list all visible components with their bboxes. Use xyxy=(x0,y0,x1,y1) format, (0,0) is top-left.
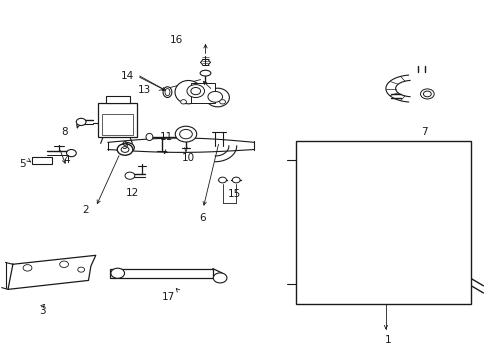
Ellipse shape xyxy=(163,87,171,98)
Circle shape xyxy=(121,147,129,152)
Bar xyxy=(105,96,130,103)
Text: 9: 9 xyxy=(122,141,128,151)
Circle shape xyxy=(232,177,240,183)
Text: 17: 17 xyxy=(162,292,175,302)
Text: 16: 16 xyxy=(169,35,183,45)
Circle shape xyxy=(66,149,76,157)
Text: 10: 10 xyxy=(182,153,195,163)
Text: 13: 13 xyxy=(138,85,151,95)
Circle shape xyxy=(219,100,225,104)
Bar xyxy=(32,157,52,164)
Circle shape xyxy=(180,100,186,104)
Text: 4: 4 xyxy=(63,155,70,165)
Text: 7: 7 xyxy=(421,127,427,136)
Ellipse shape xyxy=(146,134,153,140)
Circle shape xyxy=(186,85,204,98)
Text: 12: 12 xyxy=(125,188,139,198)
Ellipse shape xyxy=(175,81,202,104)
Circle shape xyxy=(179,130,192,139)
Circle shape xyxy=(124,145,131,150)
Text: 1: 1 xyxy=(384,334,391,345)
Bar xyxy=(102,114,133,135)
Circle shape xyxy=(23,265,32,271)
Circle shape xyxy=(117,144,133,155)
Circle shape xyxy=(218,177,226,183)
Circle shape xyxy=(78,267,84,272)
Bar xyxy=(190,83,215,103)
Ellipse shape xyxy=(164,89,169,96)
Circle shape xyxy=(213,273,226,283)
Polygon shape xyxy=(8,255,96,289)
Bar xyxy=(98,103,137,137)
Circle shape xyxy=(121,143,134,153)
Circle shape xyxy=(175,126,196,142)
Text: 5: 5 xyxy=(20,159,26,169)
Text: 2: 2 xyxy=(82,206,89,216)
Circle shape xyxy=(111,268,124,278)
Circle shape xyxy=(423,91,430,97)
Text: 3: 3 xyxy=(39,306,45,316)
Circle shape xyxy=(76,118,86,126)
Text: 6: 6 xyxy=(199,213,206,222)
Text: 11: 11 xyxy=(160,132,173,142)
Text: 8: 8 xyxy=(61,127,67,136)
Circle shape xyxy=(207,91,222,102)
Circle shape xyxy=(190,87,200,95)
Ellipse shape xyxy=(205,88,229,107)
Text: 14: 14 xyxy=(121,71,134,81)
Ellipse shape xyxy=(200,70,210,76)
Circle shape xyxy=(420,89,433,99)
Bar xyxy=(295,140,470,304)
Circle shape xyxy=(60,261,68,267)
Bar xyxy=(110,269,212,278)
Circle shape xyxy=(125,172,135,179)
Text: 15: 15 xyxy=(228,189,241,199)
